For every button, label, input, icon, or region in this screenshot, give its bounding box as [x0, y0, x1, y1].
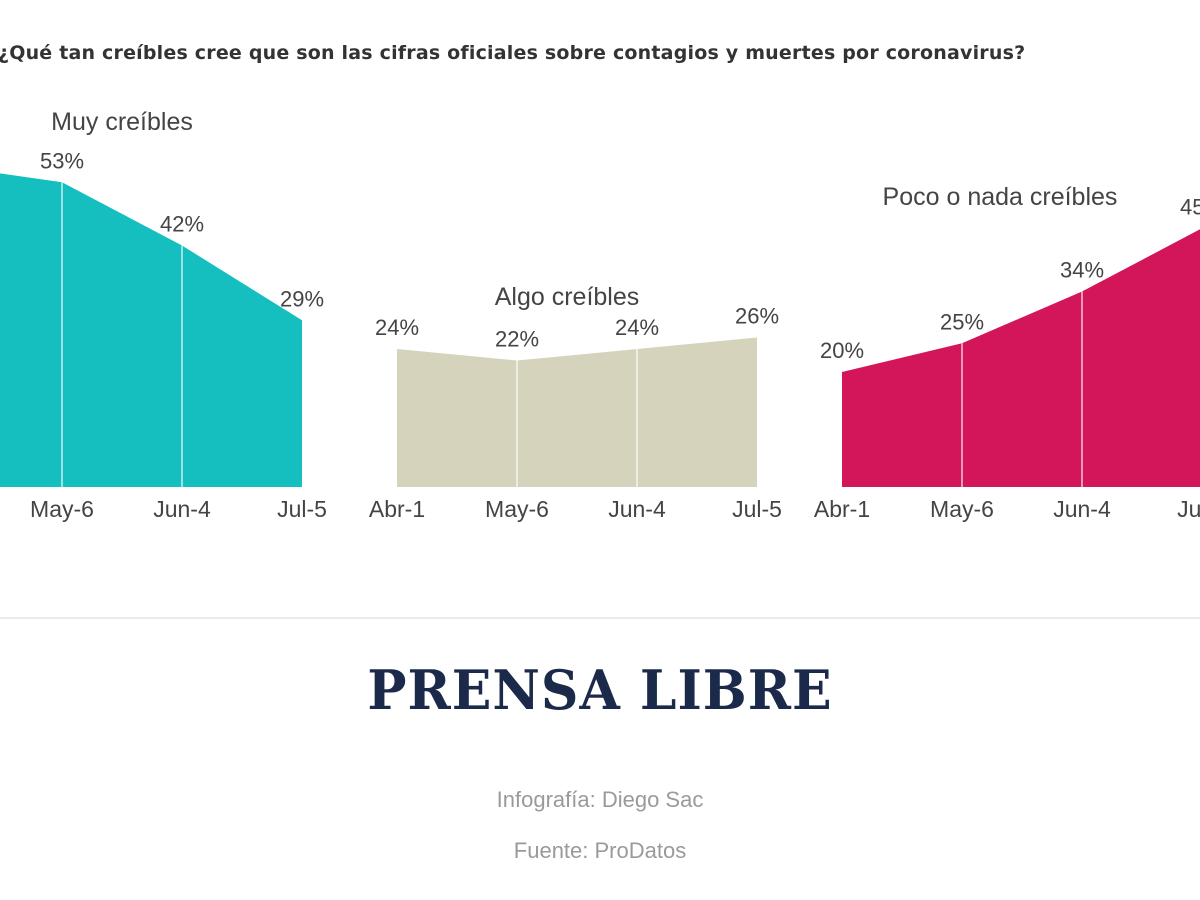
algo-creibles-tick-label: Abr-1 [369, 496, 425, 522]
muy-creibles-value-label: 42% [160, 212, 204, 237]
algo-creibles-value-label: 24% [615, 315, 659, 340]
muy-creibles-area [0, 173, 302, 487]
credit-infografia: Infografía: Diego Sac [496, 787, 704, 812]
muy-creibles-title: Muy creíbles [51, 108, 193, 136]
algo-creibles-value-label: 24% [375, 315, 419, 340]
muy-creibles-tick-label: May-6 [30, 496, 94, 522]
poco-o-nada-creibles-value-label: 34% [1060, 258, 1104, 283]
algo-creibles-title: Algo creíbles [495, 283, 640, 311]
algo-creibles-tick-label: Jul-5 [732, 496, 782, 522]
credit-fuente: Fuente: ProDatos [513, 838, 687, 863]
poco-o-nada-creibles-value-label: 20% [820, 338, 864, 363]
footer-divider [0, 617, 1200, 619]
algo-creibles-tick-label: Jun-4 [608, 496, 666, 522]
poco-o-nada-creibles-area [842, 229, 1200, 487]
chart-question: ¿Qué tan creíbles cree que son las cifra… [0, 42, 1026, 64]
poco-o-nada-creibles-value-label: 25% [940, 309, 984, 334]
muy-creibles-tick-label: Jul-5 [277, 496, 327, 522]
prensa-libre-logo: PRENSA LIBRE [367, 658, 833, 723]
poco-o-nada-creibles-title: Poco o nada creíbles [883, 183, 1118, 211]
poco-o-nada-creibles-tick-label: Jul-5 [1177, 496, 1200, 522]
algo-creibles-area [397, 337, 757, 487]
chart-algo-creibles: 24% 22% 24% 26% Abr-1 May-6 Jun-4 Jul-5 Algo cre… [369, 283, 782, 522]
algo-creibles-tick-label: May-6 [485, 496, 549, 522]
muy-creibles-value-label: 29% [280, 286, 324, 311]
poco-o-nada-creibles-tick-label: May-6 [930, 496, 994, 522]
chart-poco-o-nada-creibles: 20% 25% 34% 45% Abr-1 May-6 Jun-4 Jul-5 Poco o n… [814, 183, 1200, 522]
algo-creibles-value-label: 22% [495, 327, 539, 352]
muy-creibles-tick-label: Jun-4 [153, 496, 211, 522]
poco-o-nada-creibles-tick-label: Abr-1 [814, 496, 870, 522]
poco-o-nada-creibles-value-label: 45% [1180, 194, 1200, 219]
muy-creibles-value-label: 53% [40, 148, 84, 173]
algo-creibles-value-label: 26% [735, 304, 779, 329]
poco-o-nada-creibles-tick-label: Jun-4 [1053, 496, 1111, 522]
